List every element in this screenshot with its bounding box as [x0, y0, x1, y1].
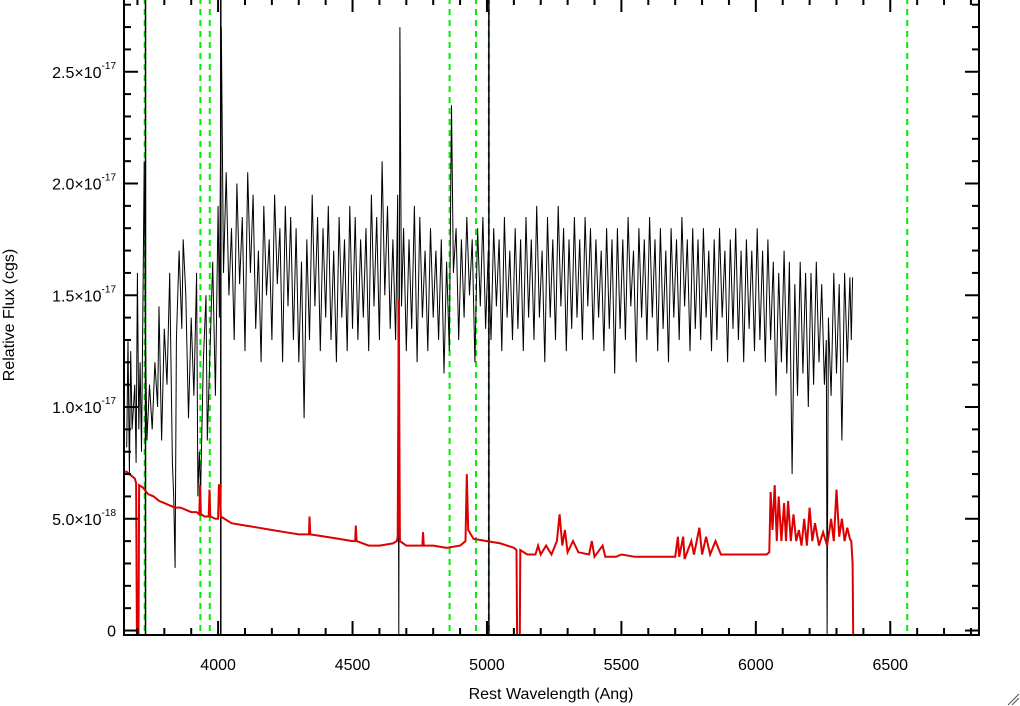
x-tick-label: 6000 — [738, 657, 774, 674]
y-tick-label: 1.5×10-17 — [52, 284, 116, 305]
x-axis-ticks: 4000 4500 5000 5500 6000 6500 — [136, 0, 972, 674]
y-tick-label: 2.5×10-17 — [52, 61, 116, 82]
axes-layer — [123, 0, 980, 636]
vertical-marker-lines — [143, 0, 909, 635]
y-tick-label: 1.0×10-17 — [52, 396, 116, 417]
y-tick-label: 5.0×10-18 — [52, 508, 116, 529]
x-tick-label: 4000 — [200, 657, 236, 674]
series-line-1 — [124, 299, 979, 636]
x-axis-title: Rest Wavelength (Ang) — [469, 686, 634, 703]
x-tick-label: 4500 — [335, 657, 371, 674]
series-line-0 — [126, 27, 854, 636]
y-axis-ticks: 0 5.0×10-18 1.0×10-17 1.5×10-17 2.0×10-17 2.5… — [52, 3, 979, 641]
series-layer — [124, 27, 979, 636]
x-tick-label: 5500 — [604, 657, 640, 674]
y-tick-label: 2.0×10-17 — [52, 173, 116, 194]
x-tick-label: 6500 — [872, 657, 908, 674]
y-tick-label: 0 — [107, 624, 116, 641]
resize-grip-icon[interactable] — [1007, 693, 1020, 706]
x-tick-label: 5000 — [469, 657, 505, 674]
y-axis-title: Relative Flux (cgs) — [1, 249, 18, 381]
plot-frame — [123, 0, 980, 636]
